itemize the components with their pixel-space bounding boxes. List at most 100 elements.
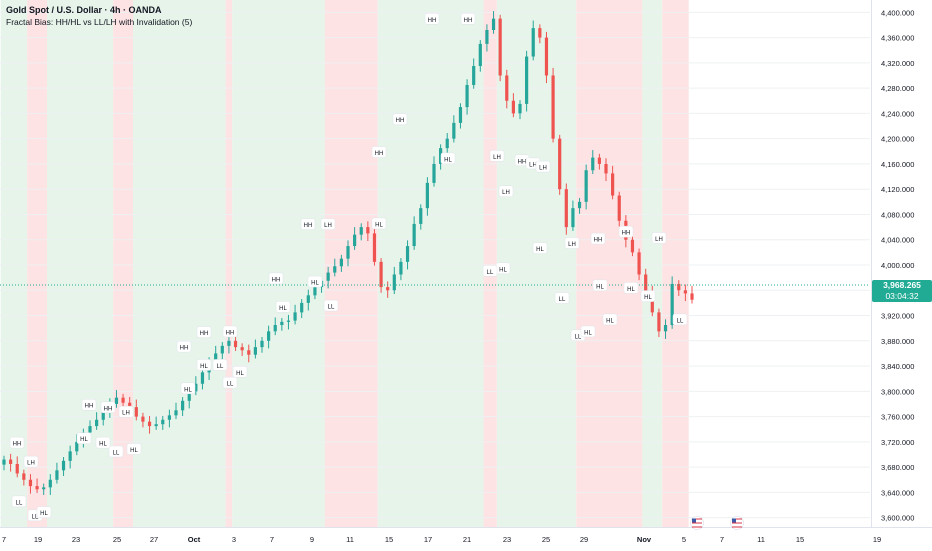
fractal-label-text: HH — [200, 331, 209, 337]
fractal-label-box — [482, 265, 498, 277]
fractal-label-text: LL — [217, 364, 224, 370]
candle-body — [75, 441, 79, 452]
time-axis[interactable] — [0, 527, 932, 551]
candle-body — [544, 37, 549, 76]
fractal-label-lh: LH — [535, 160, 551, 173]
candle-body — [128, 402, 132, 408]
bias-region-bear — [225, 0, 233, 527]
candle-body — [531, 28, 535, 57]
fractal-label-text: HL — [184, 387, 192, 393]
fractal-label-ll: LL — [554, 292, 570, 304]
candle-body — [650, 293, 654, 313]
fractal-label-lh: LH — [564, 237, 580, 249]
fractal-label-text: LL — [677, 318, 684, 324]
fractal-label-box — [672, 313, 688, 326]
fractal-label-box — [489, 150, 505, 162]
fractal-label-text: HH — [428, 18, 437, 24]
candle-body — [293, 312, 297, 321]
fractal-label-box — [623, 282, 639, 294]
fractal-label-hh: HH — [514, 154, 530, 167]
candle-body — [485, 30, 489, 44]
fractal-label-box — [81, 398, 97, 411]
candle-body — [611, 173, 615, 196]
fractal-label-box — [371, 146, 387, 158]
candle-body — [630, 239, 635, 253]
fractal-label-hh: HH — [371, 146, 387, 158]
candle-body — [233, 340, 238, 348]
candle-body — [399, 261, 403, 275]
fractal-label-text: LH — [502, 190, 510, 196]
fractal-label-box — [618, 225, 634, 238]
price-axis[interactable] — [871, 0, 932, 550]
candle-body — [511, 100, 515, 114]
candle-body — [690, 293, 694, 300]
fractal-label-box — [275, 301, 291, 313]
fractal-label-text: LH — [122, 411, 130, 417]
fractal-label-text: HL — [536, 247, 544, 253]
fractal-label-hh: HH — [424, 13, 440, 25]
candle-body — [637, 252, 641, 275]
fractal-label-text: HL — [627, 287, 635, 293]
fractal-label-hh: HH — [268, 272, 284, 285]
candle-body — [465, 84, 469, 108]
current-price-tag: 3,968.265 03:04:32 — [872, 280, 932, 302]
fractal-label-box — [108, 445, 124, 458]
fractal-label-hh: HH — [100, 401, 116, 414]
fractal-label-text: LH — [27, 461, 35, 467]
fractal-label-box — [300, 218, 316, 230]
fractal-label-text: HL — [499, 267, 507, 273]
fractal-label-text: HL — [606, 318, 614, 324]
candle-body — [181, 400, 185, 411]
candle-body — [61, 460, 66, 471]
candle-body — [571, 208, 575, 228]
bias-region-bear — [483, 0, 497, 527]
candle-body — [644, 274, 648, 294]
fractal-label-text: HH — [464, 18, 473, 24]
bias-region-bear — [113, 0, 133, 527]
candle-body — [48, 479, 52, 488]
grid-layer — [0, 11, 870, 519]
candle-body — [167, 415, 171, 420]
candle-body — [425, 182, 429, 209]
candle-body — [247, 350, 251, 355]
fractal-label-text: HH — [518, 159, 527, 165]
fractal-label-text: HH — [396, 118, 405, 124]
candle-body — [121, 397, 125, 403]
candle-body — [114, 397, 119, 404]
fractal-label-hl: HL — [76, 432, 92, 444]
candle-body — [597, 157, 601, 164]
fractal-label-hl: HL — [36, 506, 52, 518]
fractal-label-lh: LH — [320, 218, 336, 230]
candle-body — [617, 195, 621, 221]
candle-body — [405, 246, 410, 262]
fractal-label-hh: HH — [392, 113, 408, 125]
fractal-label-lh: LH — [498, 185, 514, 197]
candle-body — [366, 227, 370, 234]
candle-body — [2, 459, 6, 465]
fractal-label-box — [118, 405, 134, 418]
fractal-label-box — [440, 152, 456, 165]
fractal-labels-layer: HH LH LL LL HL HH HH LH HL HL LL HL HH HH HH HL HL LL HL LL… — [9, 13, 688, 522]
fractal-label-text: HH — [375, 151, 384, 157]
fractal-label-text: HL — [279, 306, 287, 312]
fractal-label-text: HH — [104, 406, 113, 412]
fractal-label-box — [307, 275, 323, 288]
fractal-label-box — [76, 432, 92, 444]
fractal-label-text: HL — [80, 437, 88, 443]
candle-body — [538, 28, 542, 38]
bias-region-bear — [576, 0, 643, 527]
candle-body — [187, 391, 191, 401]
candle-body — [551, 75, 555, 139]
candle-body — [591, 157, 595, 171]
fractal-label-hl: HL — [95, 436, 111, 449]
fractal-label-hl: HL — [275, 301, 291, 313]
fractal-label-ll: LL — [222, 376, 238, 389]
candle-body — [88, 426, 92, 433]
bar-countdown: 03:04:32 — [885, 291, 919, 301]
fractal-label-box — [212, 359, 228, 371]
candle-body — [525, 56, 529, 104]
fractal-label-ll: LL — [672, 313, 688, 326]
fractal-label-ll: LL — [323, 299, 339, 312]
fractal-label-text: HL — [444, 157, 452, 163]
